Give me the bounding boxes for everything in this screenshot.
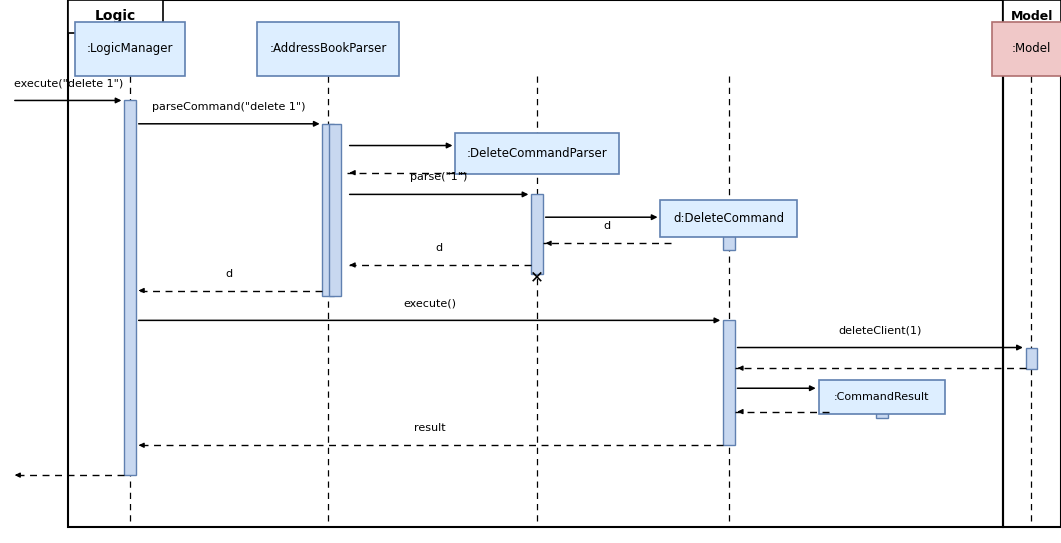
Bar — [876, 388, 888, 418]
Bar — [818, 380, 945, 414]
Text: Logic: Logic — [94, 9, 136, 23]
Bar — [455, 133, 619, 174]
Text: result: result — [414, 424, 446, 433]
Bar — [124, 100, 136, 475]
Bar — [1003, 0, 1061, 33]
Text: ✕: ✕ — [530, 268, 544, 286]
Text: :LogicManager: :LogicManager — [87, 42, 173, 55]
Text: parse("1"): parse("1") — [411, 173, 468, 182]
Text: execute("delete 1"): execute("delete 1") — [14, 79, 123, 89]
Bar — [992, 22, 1061, 76]
Bar — [323, 124, 334, 296]
Text: :Model: :Model — [1012, 42, 1051, 55]
Bar — [532, 194, 543, 274]
Bar — [1003, 0, 1061, 527]
Text: d: d — [435, 243, 442, 253]
Bar — [329, 124, 341, 296]
Text: d:DeleteCommand: d:DeleteCommand — [674, 212, 784, 225]
Text: execute(): execute() — [403, 299, 456, 308]
Bar — [74, 22, 186, 76]
Text: deleteClient(1): deleteClient(1) — [838, 326, 922, 336]
Text: :CommandResult: :CommandResult — [834, 392, 929, 402]
Bar — [68, 0, 162, 33]
Text: Model: Model — [1011, 10, 1054, 23]
Bar — [724, 217, 734, 250]
Bar — [257, 22, 399, 76]
Bar — [68, 0, 1003, 527]
Text: :AddressBookParser: :AddressBookParser — [269, 42, 387, 55]
Text: :DeleteCommandParser: :DeleteCommandParser — [467, 147, 607, 160]
Text: d: d — [226, 269, 232, 279]
Bar — [724, 320, 734, 445]
Bar — [1026, 348, 1038, 369]
Text: d: d — [604, 222, 610, 231]
Text: parseCommand("delete 1"): parseCommand("delete 1") — [153, 102, 306, 112]
Bar — [660, 200, 798, 237]
